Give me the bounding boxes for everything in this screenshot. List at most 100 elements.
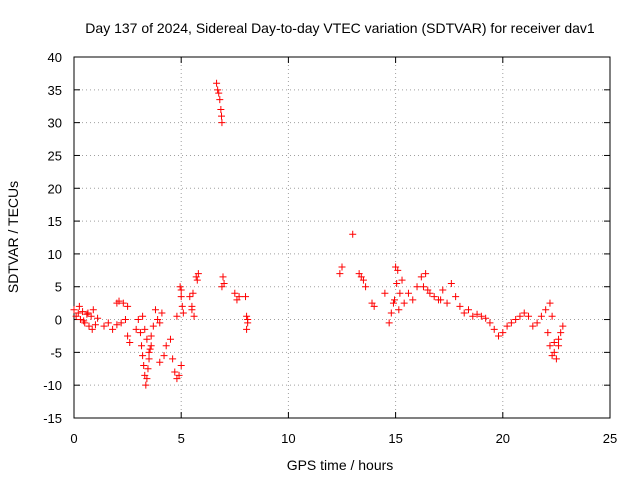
data-point	[214, 86, 222, 94]
data-point	[437, 296, 445, 304]
data-point	[512, 316, 520, 324]
data-point	[177, 286, 185, 294]
data-point	[486, 319, 494, 327]
chart-title: Day 137 of 2024, Sidereal Day-to-day VTE…	[85, 20, 595, 36]
data-point	[189, 289, 197, 297]
data-point	[464, 306, 472, 314]
data-point	[503, 322, 511, 330]
data-point	[139, 352, 147, 360]
data-point	[336, 270, 344, 278]
data-point	[542, 306, 550, 314]
data-point	[419, 283, 427, 291]
y-tick-label: -5	[50, 345, 62, 360]
data-point	[117, 319, 125, 327]
data-point	[143, 375, 151, 383]
data-point	[362, 283, 370, 291]
data-point	[499, 329, 507, 337]
grid-lines	[74, 57, 610, 418]
data-point	[338, 263, 346, 271]
data-point	[396, 289, 404, 297]
data-point	[139, 312, 147, 320]
data-point	[109, 325, 117, 333]
data-point	[525, 312, 533, 320]
data-point	[559, 322, 567, 330]
data-point	[169, 355, 177, 363]
data-point	[162, 342, 170, 350]
y-tick-label: 40	[48, 50, 62, 65]
x-tick-label: 10	[281, 431, 295, 446]
data-point	[178, 302, 186, 310]
y-tick-label: -15	[43, 411, 62, 426]
data-point	[507, 319, 515, 327]
data-point	[555, 335, 563, 343]
data-point	[156, 319, 164, 327]
y-tick-label: 10	[48, 247, 62, 262]
data-point	[490, 325, 498, 333]
data-point	[179, 309, 187, 317]
data-point	[144, 365, 152, 373]
data-point	[160, 352, 168, 360]
data-point	[533, 319, 541, 327]
data-point	[473, 310, 481, 318]
data-point	[370, 302, 378, 310]
y-tick-label: 30	[48, 116, 62, 131]
data-point	[452, 293, 460, 301]
data-point	[243, 325, 251, 333]
data-point	[409, 296, 417, 304]
data-point	[537, 312, 545, 320]
data-point	[84, 309, 92, 317]
data-point	[219, 273, 227, 281]
x-tick-label: 0	[70, 431, 77, 446]
data-point	[439, 286, 447, 294]
data-point	[381, 289, 389, 297]
data-point	[124, 332, 132, 340]
data-point	[188, 306, 196, 314]
data-point	[400, 299, 408, 307]
data-point	[430, 293, 438, 301]
data-point	[87, 312, 95, 320]
data-point	[138, 342, 146, 350]
data-point	[460, 309, 468, 317]
data-point	[398, 276, 406, 284]
data-point	[80, 317, 88, 325]
data-point	[147, 332, 155, 340]
data-point	[456, 302, 464, 310]
data-point	[417, 273, 425, 281]
x-tick-label: 20	[496, 431, 510, 446]
data-point	[550, 348, 558, 356]
x-axis-label: GPS time / hours	[287, 457, 394, 473]
data-point	[482, 314, 490, 322]
data-point	[194, 270, 202, 278]
data-point	[158, 309, 166, 317]
data-point	[177, 361, 185, 369]
data-point	[146, 345, 154, 353]
data-point	[217, 106, 225, 114]
data-point	[193, 276, 201, 284]
data-point	[218, 283, 226, 291]
data-point	[216, 96, 224, 104]
data-point	[173, 312, 181, 320]
data-point	[557, 329, 565, 337]
data-point	[88, 325, 96, 333]
data-point	[443, 299, 451, 307]
data-point	[359, 276, 367, 284]
data-point	[544, 329, 552, 337]
data-point	[142, 381, 150, 389]
y-tick-label: 20	[48, 181, 62, 196]
data-point	[218, 112, 226, 120]
data-point	[136, 329, 144, 337]
data-point	[520, 309, 528, 317]
data-point	[552, 355, 560, 363]
data-point	[121, 316, 129, 324]
data-point	[387, 309, 395, 317]
x-tick-label: 5	[178, 431, 185, 446]
y-tick-label: 15	[48, 214, 62, 229]
data-point	[393, 279, 401, 287]
data-point	[394, 266, 402, 274]
y-tick-label: 35	[48, 83, 62, 98]
data-point	[469, 312, 477, 320]
data-point	[447, 279, 455, 287]
data-point	[134, 316, 142, 324]
data-point	[235, 293, 243, 301]
data-point	[213, 79, 221, 87]
